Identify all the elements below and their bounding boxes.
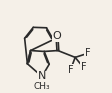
Text: CH₃: CH₃: [33, 82, 50, 91]
Text: F: F: [84, 48, 90, 58]
Text: F: F: [80, 62, 85, 72]
Text: F: F: [67, 65, 73, 75]
Text: O: O: [52, 31, 61, 41]
Text: N: N: [37, 72, 46, 81]
